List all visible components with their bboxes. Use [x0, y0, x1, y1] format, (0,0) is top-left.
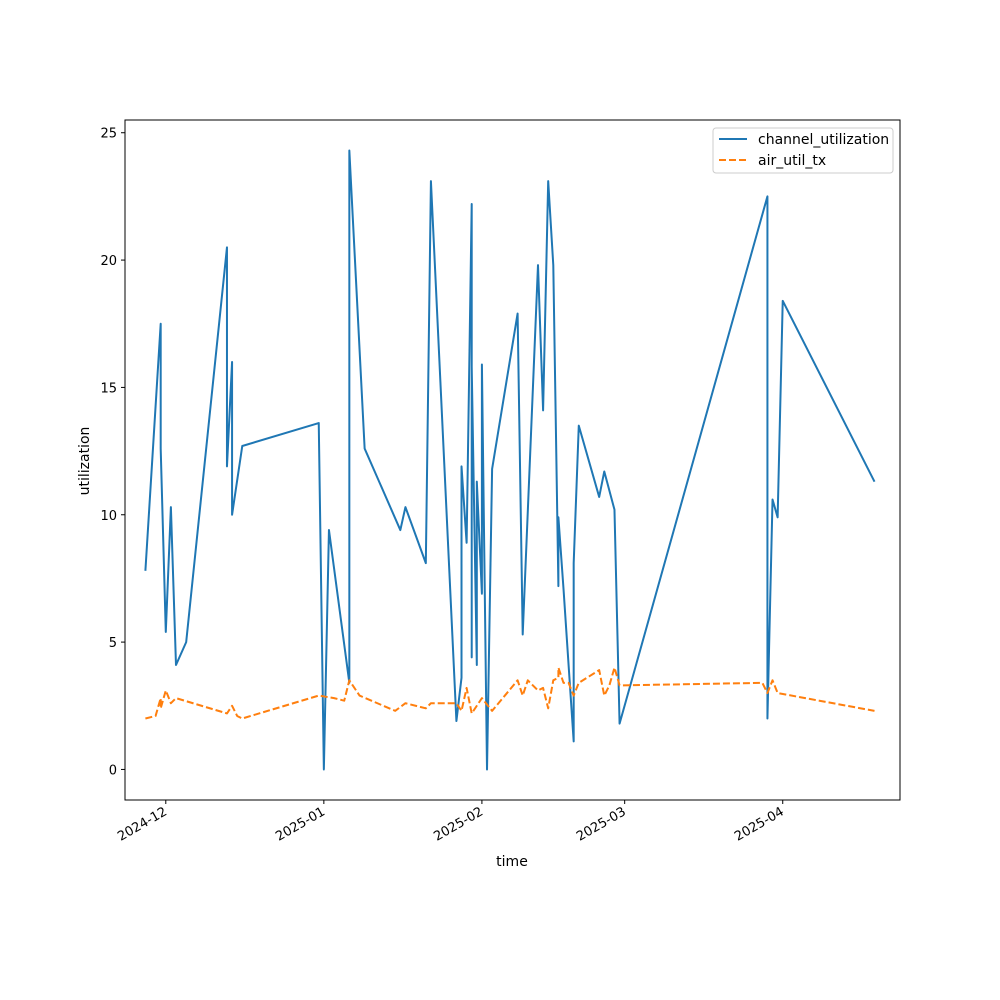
legend-label-air-util-tx: air_util_tx: [758, 153, 826, 169]
x-tick-label: 2025-01: [273, 804, 328, 844]
x-tick-label: 2025-03: [574, 804, 629, 844]
x-tick-label: 2025-04: [732, 804, 787, 844]
legend-box: [712, 127, 894, 174]
y-tick-label: 15: [100, 381, 117, 396]
x-axis-label: time: [496, 854, 528, 870]
x-tick-label: 2024-12: [115, 804, 170, 844]
plot-area-frame: [124, 119, 901, 801]
y-tick-label: 10: [100, 509, 117, 524]
y-axis: 0 5 10 15 20 25: [100, 127, 125, 778]
y-axis-label: utilization: [77, 427, 93, 496]
series-layer: [144, 149, 876, 771]
x-axis: 2024-12 2025-01 2025-02 2025-03 2025-04: [115, 800, 787, 845]
x-tick-label: 2025-02: [431, 804, 486, 844]
legend: channel_utilization air_util_tx: [712, 127, 894, 174]
y-tick-label: 20: [100, 254, 117, 269]
series-line-air-util-tx: [145, 666, 875, 720]
y-tick-label: 5: [109, 636, 117, 651]
y-tick-label: 25: [100, 127, 117, 142]
legend-label-channel-utilization: channel_utilization: [758, 132, 889, 148]
series-line-channel-utilization: [144, 149, 876, 771]
y-tick-label: 0: [109, 763, 117, 778]
